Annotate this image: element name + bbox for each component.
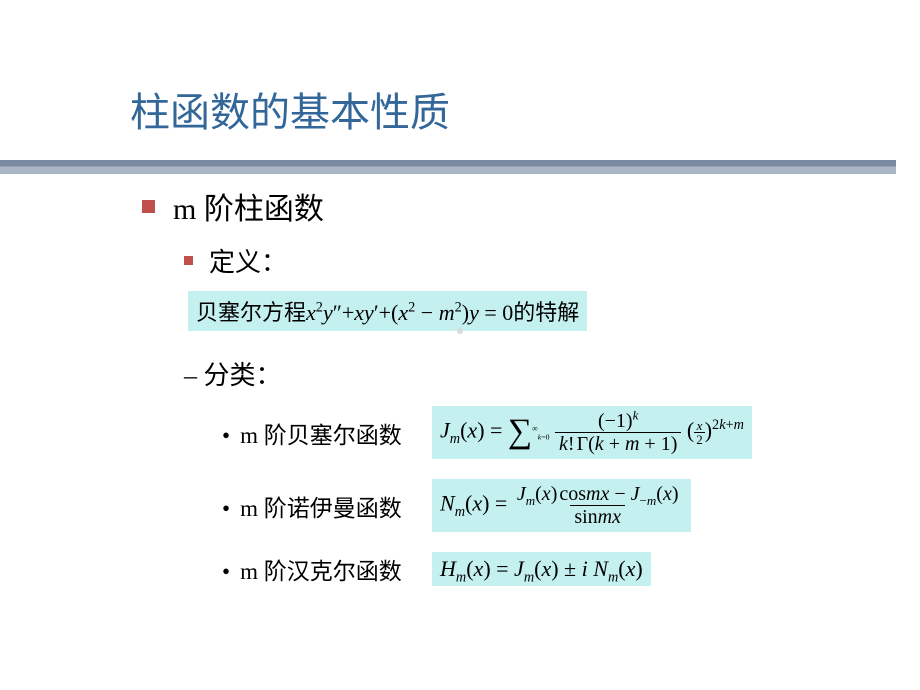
equation-definition: 贝塞尔方程x2y″+xy′+(x2 − m2)y = 0的特解 — [188, 291, 860, 331]
bullet-icon — [184, 256, 193, 265]
row-neumann: •m 阶诺伊曼函数 Nm(x) = Jm(x)cosmx − J−m(x) si… — [222, 479, 860, 532]
slide: 柱函数的基本性质 m 阶柱函数 定义： 贝塞尔方程x2y″+xy′+(x2 − … — [0, 0, 920, 690]
bessel-equation: 贝塞尔方程x2y″+xy′+(x2 − m2)y = 0的特解 — [188, 291, 587, 331]
level2-def-text: 定义： — [209, 242, 287, 279]
label-bessel: •m 阶贝塞尔函数 — [222, 416, 432, 450]
eq-cn-pre: 贝塞尔方程 — [196, 300, 306, 325]
bullet-level2-def: 定义： — [184, 242, 860, 279]
content: m 阶柱函数 定义： 贝塞尔方程x2y″+xy′+(x2 − m2)y = 0的… — [130, 184, 860, 586]
eq-neumann: Nm(x) = Jm(x)cosmx − J−m(x) sinmx — [432, 479, 691, 532]
bullet-level1: m 阶柱函数 — [142, 184, 860, 228]
bullet-icon — [142, 200, 155, 213]
eq-cn-post: 的特解 — [513, 300, 579, 325]
bullet-level2-cat: – 分类： — [184, 355, 860, 392]
slide-title: 柱函数的基本性质 — [130, 80, 860, 138]
label-neumann: •m 阶诺伊曼函数 — [222, 489, 432, 523]
level2-cat-text: – 分类： — [184, 361, 282, 390]
watermark-dot — [457, 328, 463, 334]
row-hankel: •m 阶汉克尔函数 Hm(x) = Jm(x) ± i Nm(x) — [222, 552, 860, 586]
eq-bessel-series: Jm(x) = ∑∞k=0 (−1)k k!Γ(k + m + 1) (x2)2… — [432, 406, 752, 459]
label-hankel: •m 阶汉克尔函数 — [222, 552, 432, 586]
level1-text: m 阶柱函数 — [173, 184, 324, 228]
row-bessel: •m 阶贝塞尔函数 Jm(x) = ∑∞k=0 (−1)k k!Γ(k + m … — [222, 406, 860, 459]
title-underline — [0, 160, 896, 174]
eq-hankel: Hm(x) = Jm(x) ± i Nm(x) — [432, 552, 651, 586]
